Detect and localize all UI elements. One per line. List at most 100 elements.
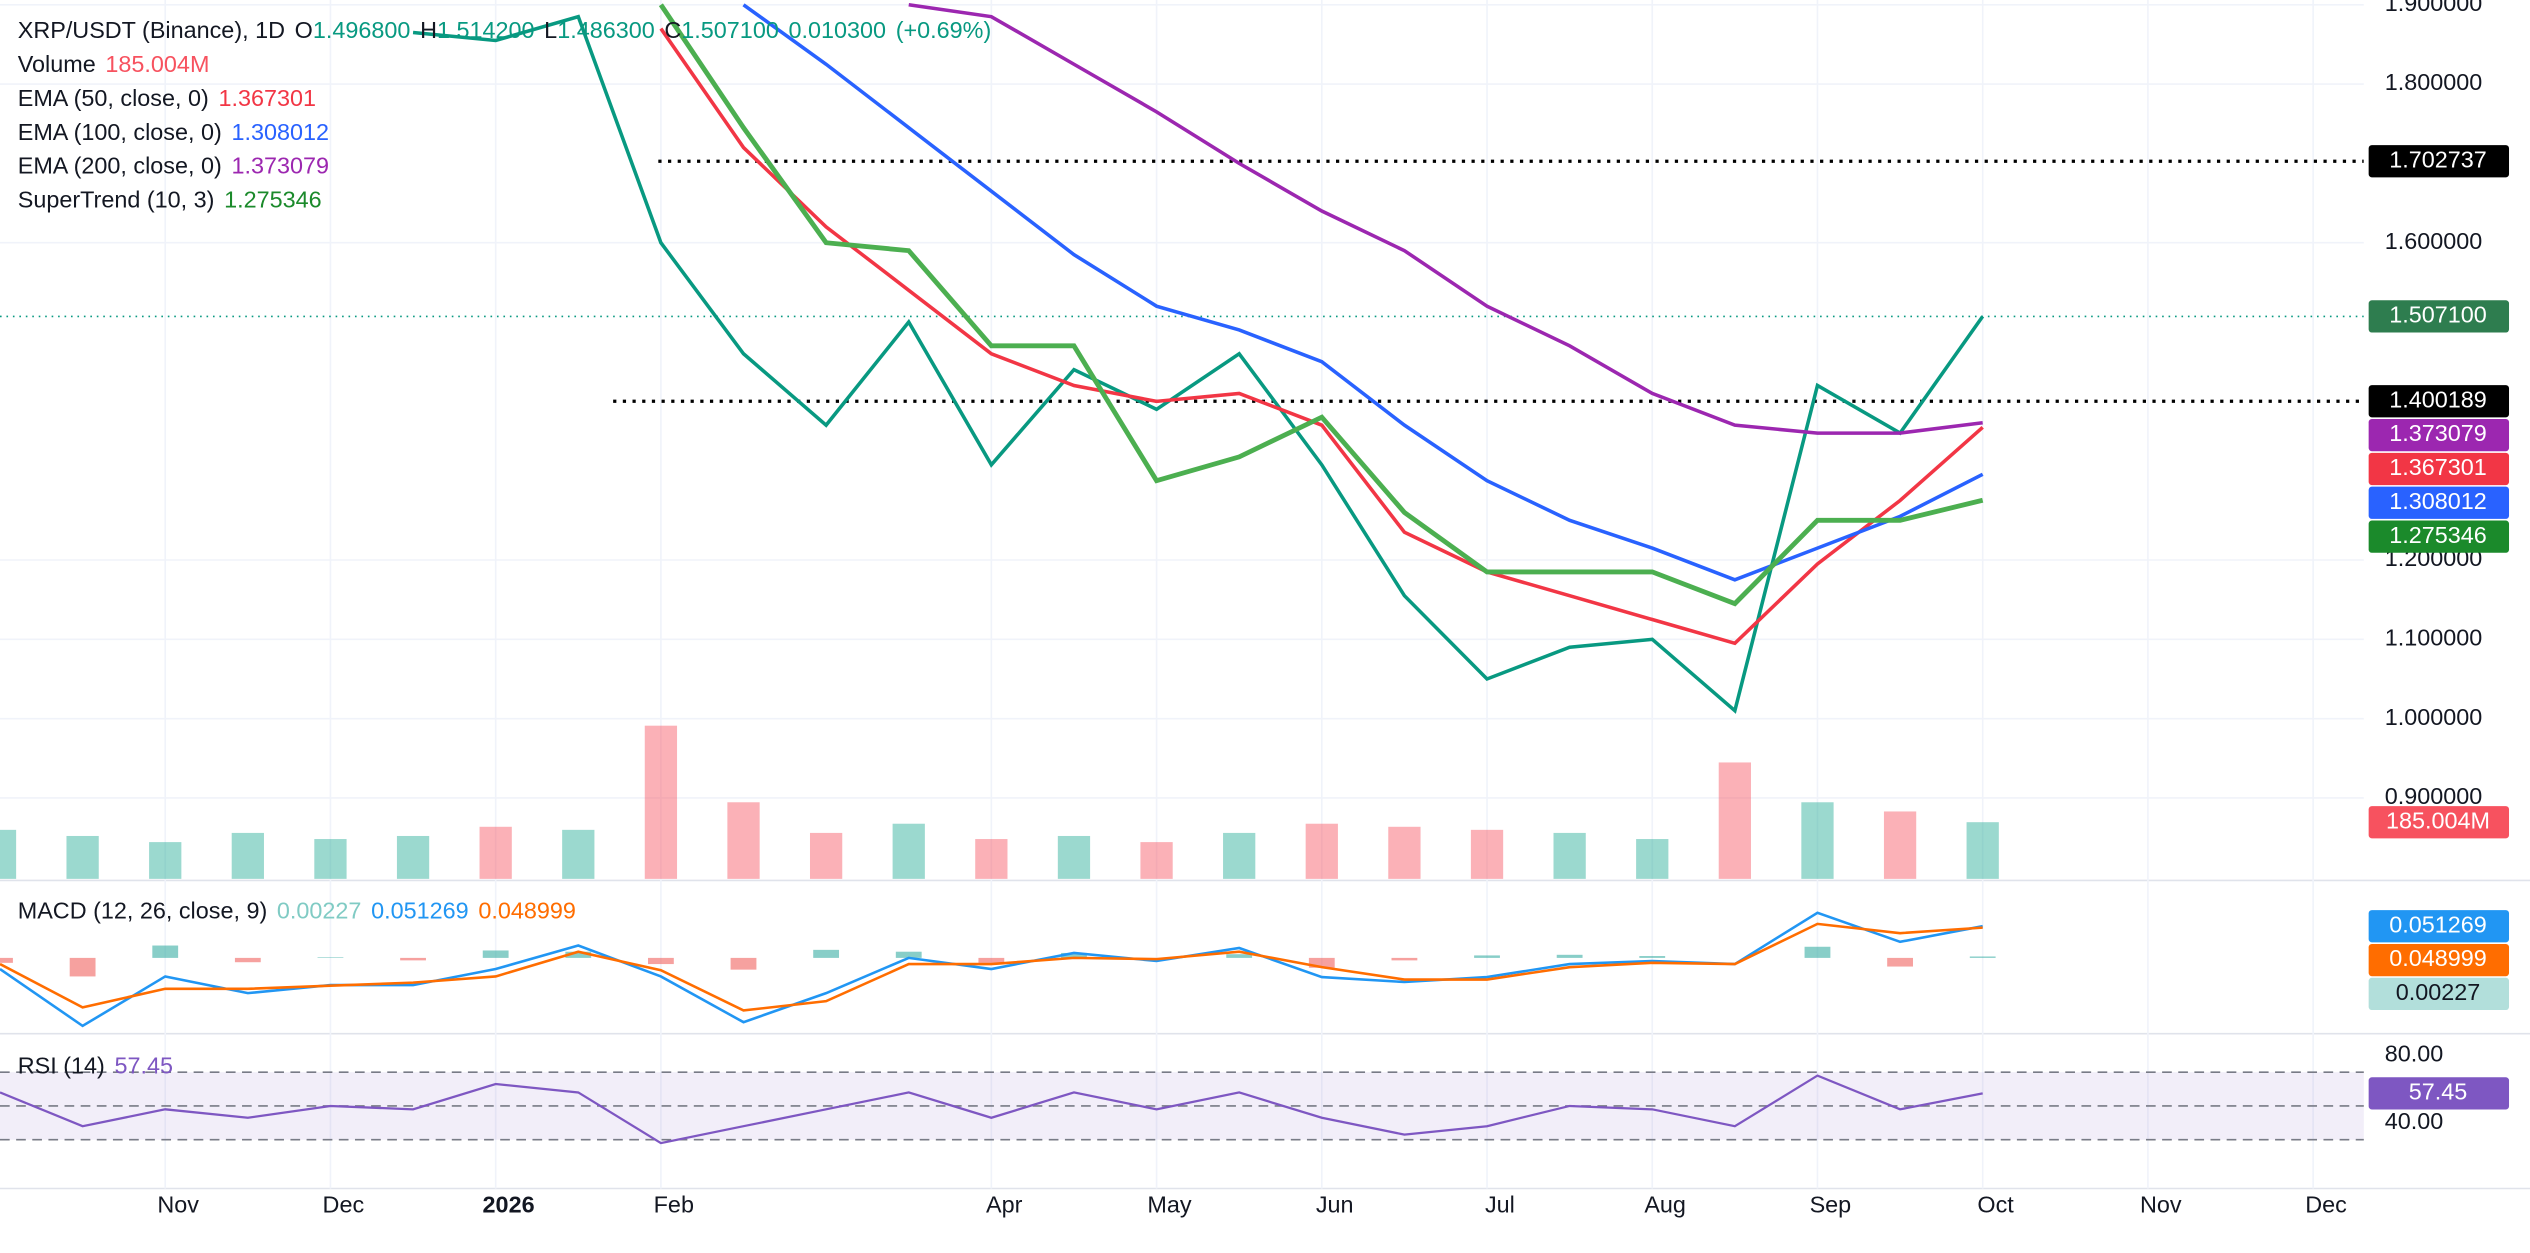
price-badge	[2368, 977, 2510, 1011]
series-line	[0, 922, 1983, 1012]
price-badge-label: 1.507100	[2389, 302, 2487, 328]
price-badge	[2368, 910, 2510, 943]
x-tick-label: 2026	[483, 1191, 535, 1217]
legend-item: RSI (14)	[18, 1053, 105, 1079]
histogram-bar	[152, 945, 179, 958]
legend-item: 1.514200	[437, 17, 535, 43]
histogram-bar	[1804, 946, 1831, 958]
histogram-bar	[317, 957, 344, 958]
series-line	[659, 27, 1984, 646]
legend: Volume 185.004M	[18, 51, 210, 77]
x-tick-label: Apr	[986, 1191, 1023, 1217]
legend-item: MACD (12, 26, close, 9)	[18, 898, 267, 924]
legend-item: 1.308012	[231, 119, 329, 145]
x-tick-label: Nov	[2140, 1191, 2182, 1217]
legend: XRP/USDT (Binance), 1D O1.496800 H1.514200…	[18, 17, 992, 43]
price-badge-label: 1.702737	[2389, 146, 2487, 172]
legend-item: 0.00227	[277, 898, 362, 924]
legend-item: 1.367301	[218, 85, 316, 111]
price-badge	[2368, 520, 2510, 553]
legend: EMA (100, close, 0) 1.308012	[18, 119, 329, 145]
x-tick-label: Dec	[2305, 1191, 2347, 1217]
volume-bar	[149, 842, 182, 879]
volume-bar	[727, 802, 760, 879]
legend: RSI (14) 57.45	[18, 1053, 173, 1079]
volume-bar	[1305, 823, 1338, 879]
y-tick-label: 40.00	[2385, 1108, 2444, 1134]
histogram-bar	[647, 957, 674, 965]
legend-item: 185.004M	[105, 51, 209, 77]
price-badge	[2368, 418, 2510, 452]
price-badge	[2368, 452, 2510, 486]
legend-item: 1.486300	[557, 17, 655, 43]
price-badge	[2368, 943, 2510, 977]
x-tick-label: May	[1147, 1191, 1191, 1217]
price-badge	[2368, 486, 2510, 519]
histogram-bar	[813, 949, 840, 958]
legend-item: L	[544, 17, 557, 43]
legend-item: O	[295, 17, 313, 43]
histogram-bar	[730, 957, 757, 970]
volume-bar	[1718, 762, 1751, 879]
series-line	[0, 1074, 1983, 1145]
x-tick-label: Jun	[1316, 1191, 1354, 1217]
volume-bar	[1636, 839, 1669, 879]
legend-item: EMA (200, close, 0)	[18, 153, 222, 179]
histogram-bar	[69, 957, 96, 977]
price-badge	[2368, 145, 2510, 178]
legend-item: 0.048999	[478, 898, 576, 924]
legend: SuperTrend (10, 3) 1.275346	[18, 187, 322, 213]
histogram-bar	[978, 957, 1005, 963]
legend-item: (+0.69%)	[896, 17, 992, 43]
legend-item: 0.010300	[789, 17, 887, 43]
histogram-bar	[482, 950, 509, 958]
legend-item: 57.45	[114, 1053, 173, 1079]
y-tick-label: 0.900000	[2385, 783, 2483, 809]
volume-bar	[1966, 822, 1999, 879]
y-tick-label: 1.800000	[2385, 69, 2483, 95]
histogram-bar	[0, 957, 13, 963]
y-tick-label: 1.600000	[2385, 228, 2483, 254]
legend-item: C	[664, 17, 681, 43]
volume-bar	[1801, 802, 1834, 879]
volume-bar	[1388, 826, 1421, 879]
histogram-bar	[1969, 956, 1996, 958]
price-badge-label: 0.00227	[2396, 979, 2481, 1005]
histogram-bar	[565, 951, 592, 958]
volume-bar	[1140, 842, 1173, 879]
price-badge-label: 1.400189	[2389, 386, 2487, 412]
histogram-bar	[400, 957, 426, 961]
volume-bar	[1057, 835, 1091, 879]
price-badge	[2368, 806, 2510, 839]
histogram-bar	[234, 957, 261, 963]
volume-bar	[314, 839, 347, 879]
histogram-bar	[1391, 957, 1418, 961]
volume-bar	[809, 832, 843, 879]
price-badge-label: 0.048999	[2389, 945, 2487, 971]
histogram-bar	[1061, 952, 1087, 958]
histogram-bar	[895, 951, 922, 958]
legend-item: SuperTrend (10, 3)	[18, 187, 215, 213]
histogram-bar	[1308, 957, 1335, 968]
volume-bar	[975, 839, 1008, 879]
price-pane	[0, 3, 2364, 714]
histogram-bar	[1887, 957, 1913, 967]
volume-bar	[0, 829, 17, 879]
histogram-bar	[1639, 956, 1666, 958]
legend-item: 1.373079	[231, 153, 329, 179]
y-tick-label: 1.000000	[2385, 704, 2483, 730]
price-badge-label: 1.367301	[2389, 454, 2487, 480]
y-tick-label: 1.900000	[2385, 0, 2483, 16]
x-tick-label: Aug	[1644, 1191, 1686, 1217]
x-tick-label: Jul	[1485, 1191, 1515, 1217]
legend-item: EMA (50, close, 0)	[18, 85, 209, 111]
legend-item: XRP/USDT (Binance), 1D	[18, 17, 285, 43]
series-line	[658, 3, 1984, 607]
x-tick-label: Nov	[157, 1191, 199, 1217]
legend-item: 0.051269	[371, 898, 469, 924]
price-badge-label: 0.051269	[2389, 911, 2487, 937]
y-tick-label: 80.00	[2385, 1040, 2444, 1066]
x-tick-label: Sep	[1810, 1191, 1852, 1217]
volume-bar	[892, 823, 925, 879]
